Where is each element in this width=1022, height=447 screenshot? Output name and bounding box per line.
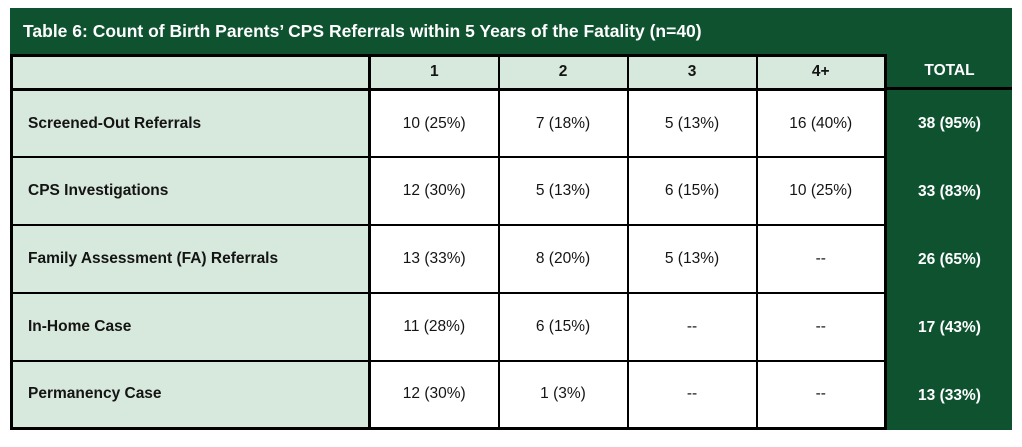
column-header-4plus: 4+ [755, 54, 887, 91]
column-header-1: 1 [368, 54, 500, 91]
table-row-in-home-case: In-Home Case 11 (28%) 6 (15%) -- -- [10, 291, 887, 362]
header-blank-cell [10, 54, 371, 91]
total-value-family-assessment: 26 (65%) [918, 251, 981, 268]
table-content: 1 2 3 4+ Screened-Out Referrals 10 (25%)… [10, 54, 1012, 430]
total-value-screened-out: 38 (95%) [918, 115, 981, 132]
cell-value: -- [626, 359, 758, 430]
cell-value: -- [755, 291, 887, 362]
cell-value: -- [755, 224, 887, 294]
table-title-bar: Table 6: Count of Birth Parents’ CPS Ref… [10, 8, 1012, 54]
table-title: Table 6: Count of Birth Parents’ CPS Ref… [23, 20, 702, 41]
row-label: Permanency Case [10, 359, 371, 430]
header-row: 1 2 3 4+ [10, 54, 887, 91]
cell-value: 12 (30%) [368, 359, 500, 430]
table-6: Table 6: Count of Birth Parents’ CPS Ref… [10, 8, 1012, 430]
cell-value: 5 (13%) [626, 88, 758, 159]
cell-value: 10 (25%) [755, 156, 887, 227]
cell-value: 12 (30%) [368, 156, 500, 227]
row-label: In-Home Case [10, 291, 371, 362]
row-label: CPS Investigations [10, 156, 371, 227]
cell-value: 11 (28%) [368, 291, 500, 362]
cell-value: 16 (40%) [755, 88, 887, 159]
cell-value: 13 (33%) [368, 224, 500, 294]
row-label: Family Assessment (FA) Referrals [10, 224, 371, 294]
table-row-screened-out: Screened-Out Referrals 10 (25%) 7 (18%) … [10, 88, 887, 159]
cell-value: 5 (13%) [626, 224, 758, 294]
cell-value: 1 (3%) [497, 359, 629, 430]
cell-value: 5 (13%) [497, 156, 629, 227]
table-row-permanency-case: Permanency Case 12 (30%) 1 (3%) -- -- [10, 359, 887, 430]
row-label: Screened-Out Referrals [10, 88, 371, 159]
cell-value: 7 (18%) [497, 88, 629, 159]
total-column-header: TOTAL [887, 54, 1012, 90]
table-row-cps-investigations: CPS Investigations 12 (30%) 5 (13%) 6 (1… [10, 156, 887, 227]
referrals-table-body: 1 2 3 4+ Screened-Out Referrals 10 (25%)… [10, 54, 887, 430]
total-column: TOTAL 38 (95%) 33 (83%) 26 (65%) 17 (43%… [887, 54, 1012, 430]
cell-value: 6 (15%) [497, 291, 629, 362]
total-value-in-home-case: 17 (43%) [918, 319, 981, 336]
table-row-family-assessment: Family Assessment (FA) Referrals 13 (33%… [10, 224, 887, 294]
total-value-permanency-case: 13 (33%) [918, 387, 981, 404]
column-header-2: 2 [497, 54, 629, 91]
cell-value: -- [755, 359, 887, 430]
cell-value: 6 (15%) [626, 156, 758, 227]
cell-value: -- [626, 291, 758, 362]
column-header-3: 3 [626, 54, 758, 91]
cell-value: 10 (25%) [368, 88, 500, 159]
total-value-cps-investigations: 33 (83%) [918, 183, 981, 200]
cell-value: 8 (20%) [497, 224, 629, 294]
